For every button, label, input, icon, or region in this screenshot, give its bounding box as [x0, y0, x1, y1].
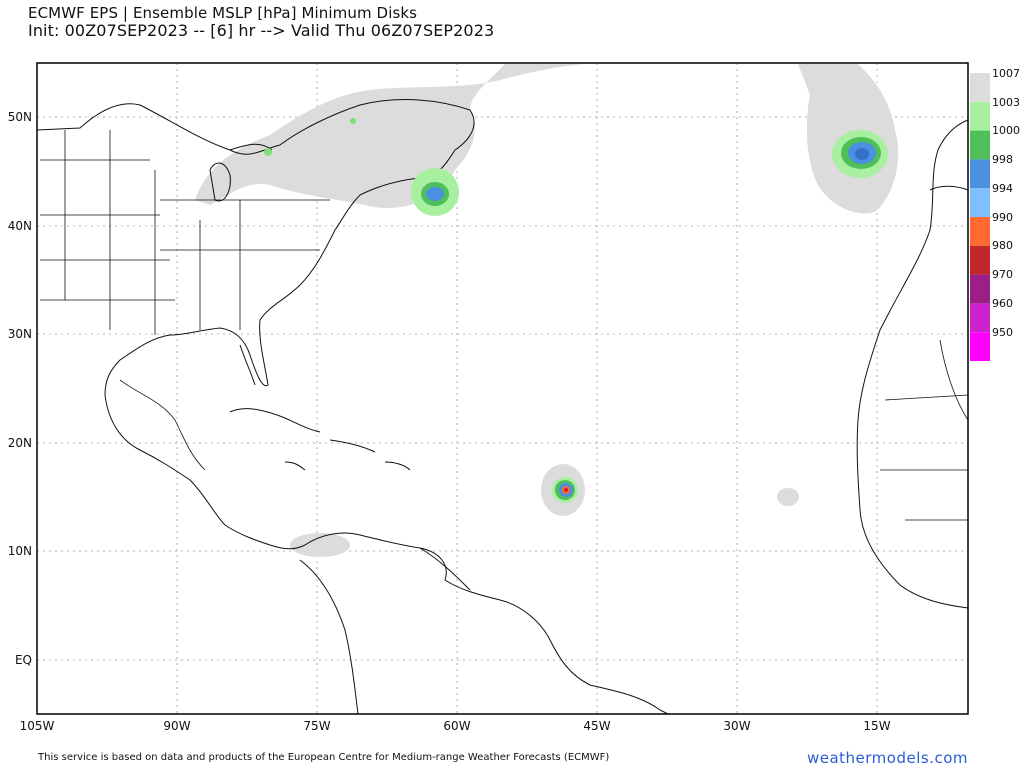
x-label-15w: 15W [863, 719, 891, 733]
colorbar-label-1000: 1000 [992, 124, 1020, 137]
y-label-20n: 20N [7, 436, 32, 450]
colorbar-segment-1007 [970, 73, 990, 102]
colorbar-label-1007: 1007 [992, 67, 1020, 80]
x-label-105w: 105W [19, 719, 55, 733]
colorbar-label-950: 950 [992, 326, 1013, 339]
colorbar-segment-980 [970, 245, 990, 275]
map-frame [36, 62, 969, 715]
colorbar-label-960: 960 [992, 297, 1013, 310]
colorbar-segment-1000 [970, 130, 990, 160]
colorbar [970, 73, 990, 361]
colorbar-label-1003: 1003 [992, 96, 1020, 109]
colorbar-label-990: 990 [992, 211, 1013, 224]
colorbar-segment-990 [970, 217, 990, 246]
colorbar-segment-950 [970, 332, 990, 361]
x-label-75w: 75W [303, 719, 331, 733]
y-label-50n: 50N [7, 110, 32, 124]
nova-scotia-low-disk [411, 168, 459, 216]
colorbar-label-994: 994 [992, 182, 1013, 195]
chart-title: ECMWF EPS | Ensemble MSLP [hPa] Minimum … [28, 4, 418, 22]
x-label-30w: 30W [723, 719, 751, 733]
colorbar-segment-960 [970, 303, 990, 333]
x-label-60w: 60W [443, 719, 471, 733]
ne-atlantic-low-disk [832, 130, 888, 178]
tropical-low-disk [552, 477, 578, 503]
ecmwf-attribution: This service is based on data and produc… [38, 752, 610, 763]
x-label-90w: 90W [163, 719, 191, 733]
colorbar-segment-970 [970, 274, 990, 304]
brand-link[interactable]: weathermodels.com [806, 749, 968, 767]
chart-subtitle: Init: 00Z07SEP2023 -- [6] hr --> Valid T… [28, 21, 495, 40]
colorbar-label-970: 970 [992, 268, 1013, 281]
coastlines [36, 99, 969, 715]
y-label-eq: EQ [14, 653, 32, 667]
minor-disks [264, 118, 356, 156]
y-label-30n: 30N [7, 327, 32, 341]
x-label-45w: 45W [583, 719, 611, 733]
colorbar-segment-998 [970, 159, 990, 189]
colorbar-segment-994 [970, 188, 990, 217]
colorbar-label-998: 998 [992, 153, 1013, 166]
colorbar-label-980: 980 [992, 239, 1013, 252]
colorbar-segment-1003 [970, 101, 990, 131]
y-label-40n: 40N [7, 219, 32, 233]
y-label-10n: 10N [7, 544, 32, 558]
borders [40, 130, 969, 521]
